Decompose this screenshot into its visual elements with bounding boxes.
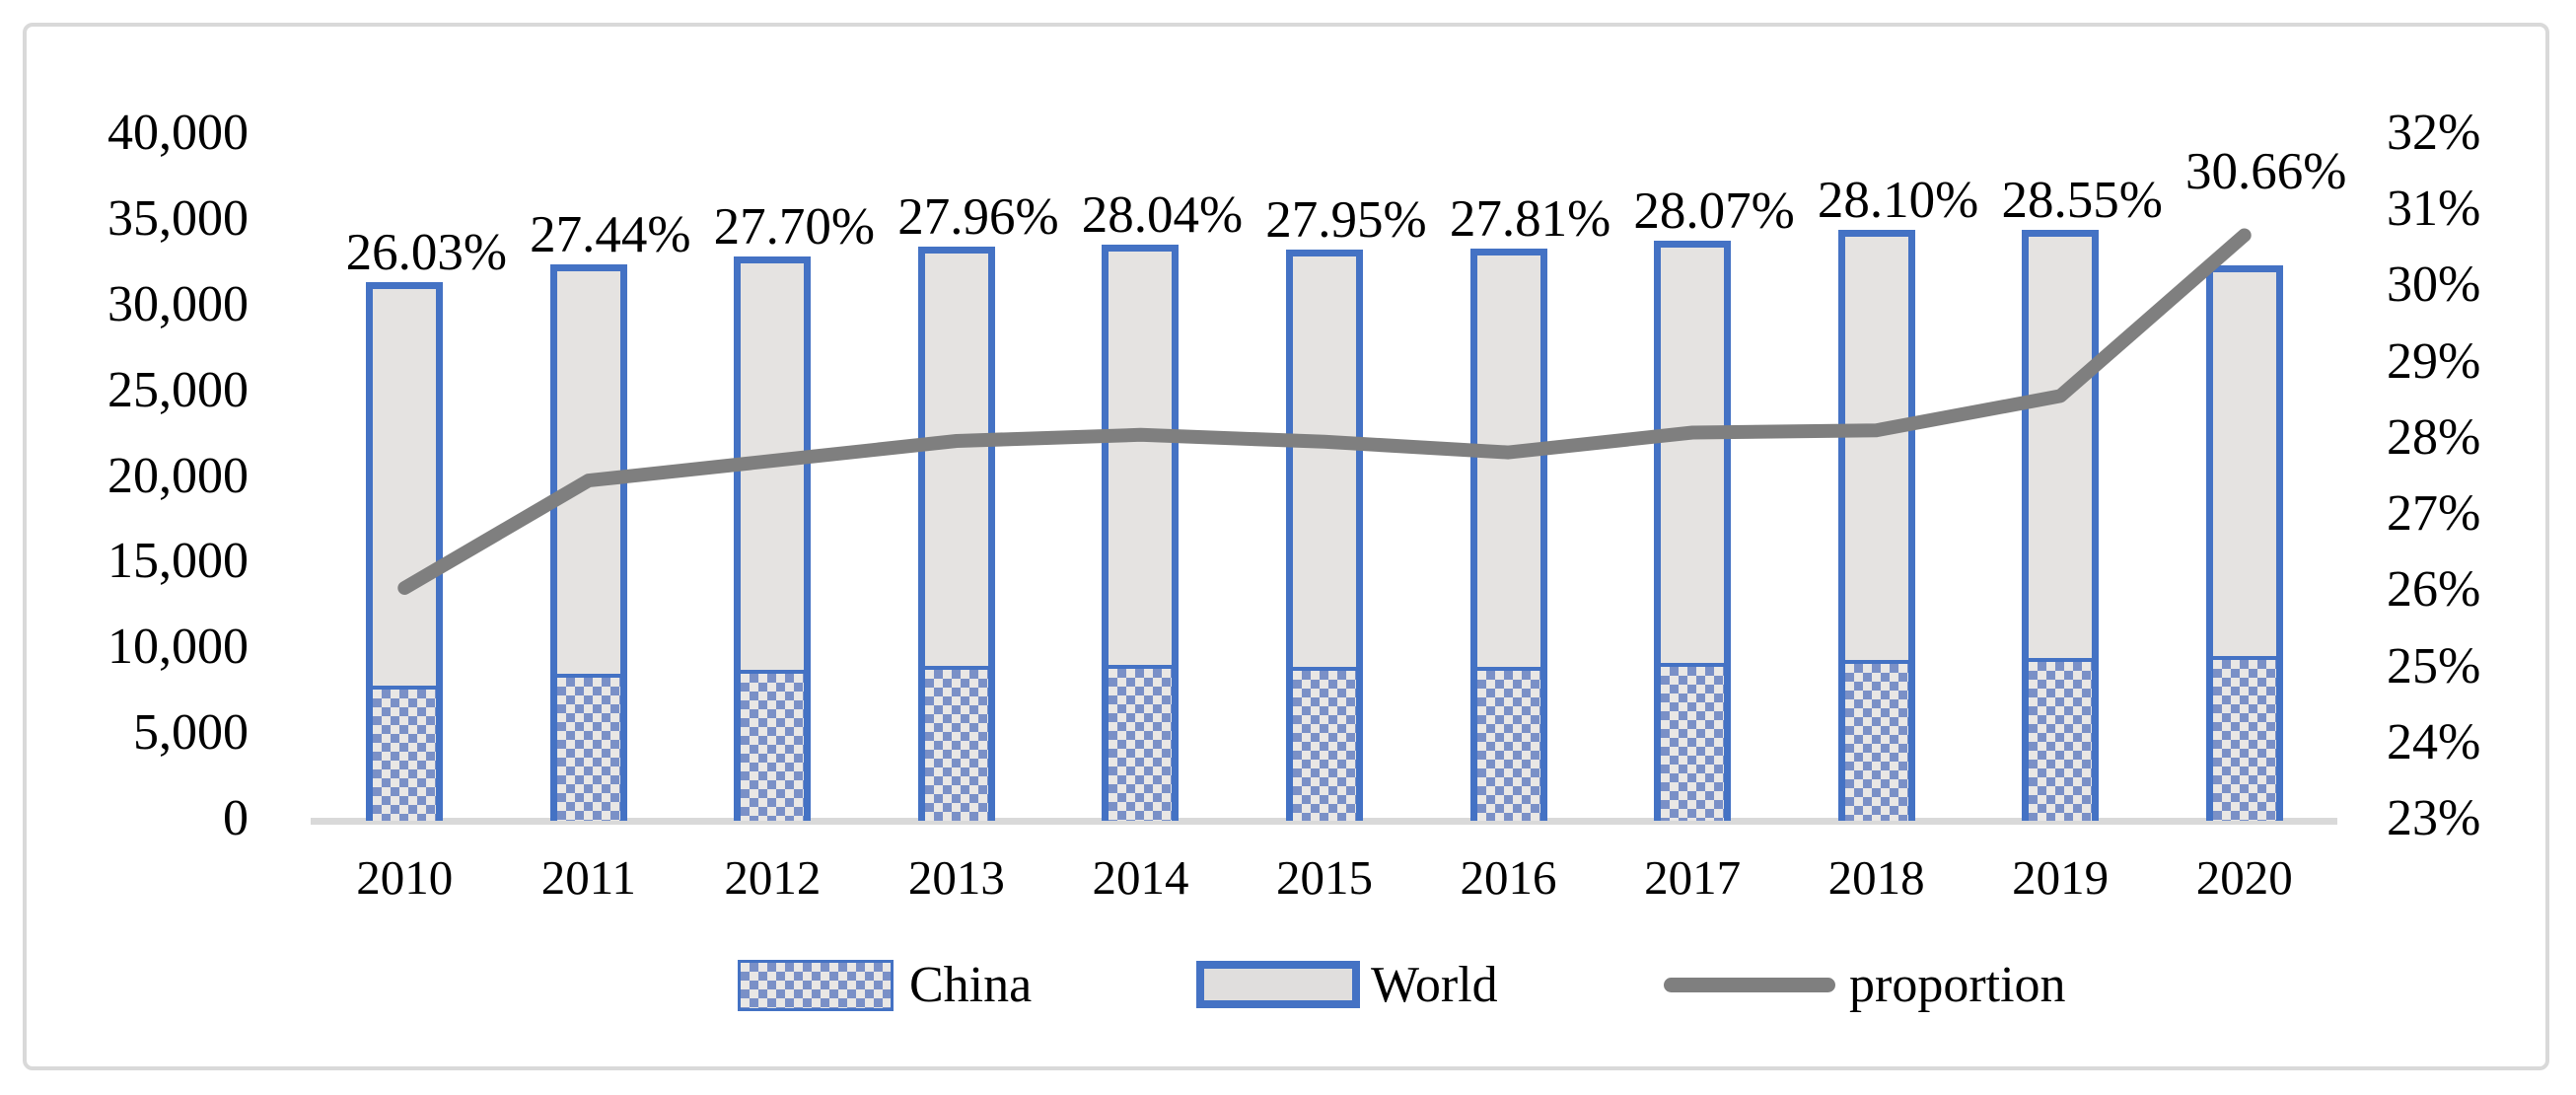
x-axis-year-label: 2019 (2012, 850, 2110, 905)
proportion-data-label: 26.03% (345, 224, 507, 282)
china-bar-segment (373, 686, 437, 821)
legend-swatch-proportion-line (1664, 978, 1835, 992)
world-bar (734, 256, 812, 821)
y-axis-left-tick: 10,000 (107, 619, 249, 676)
x-axis-year-label: 2015 (1276, 850, 1373, 905)
y-axis-right-tick: 32% (2387, 105, 2481, 161)
y-axis-left-tick: 5,000 (133, 704, 249, 762)
x-axis-line (311, 818, 2337, 825)
world-bar (1286, 249, 1363, 821)
proportion-data-label: 27.81% (1449, 189, 1611, 248)
proportion-data-label: 27.96% (897, 188, 1059, 247)
legend-label-world: World (1371, 957, 1498, 1013)
y-axis-right-tick: 31% (2387, 181, 2481, 238)
china-bar-segment (556, 673, 620, 821)
y-axis-right-tick: 30% (2387, 256, 2481, 314)
y-axis-right-tick: 26% (2387, 561, 2481, 619)
x-axis-year-label: 2013 (907, 850, 1005, 905)
legend-label-proportion: proportion (1849, 957, 2066, 1013)
china-bar-segment (1293, 666, 1356, 821)
y-axis-right-tick: 23% (2387, 790, 2481, 846)
proportion-data-label: 28.07% (1633, 182, 1795, 240)
y-axis-right-tick: 27% (2387, 485, 2481, 543)
proportion-data-label: 30.66% (2185, 143, 2347, 201)
proportion-data-label: 27.44% (530, 206, 691, 264)
y-axis-left-tick: 40,000 (107, 105, 249, 161)
world-bar (366, 282, 444, 821)
y-axis-right-tick: 28% (2387, 408, 2481, 466)
y-axis-left-tick: 20,000 (107, 447, 249, 504)
x-axis-year-label: 2011 (540, 850, 636, 905)
china-bar-segment (2029, 657, 2093, 821)
legend-label-china: China (909, 957, 1033, 1013)
proportion-data-label: 27.95% (1265, 190, 1427, 249)
china-bar-segment (1661, 663, 1725, 821)
proportion-data-label: 28.55% (2001, 172, 2163, 230)
world-bar (1837, 230, 1915, 821)
y-axis-left-tick: 25,000 (107, 361, 249, 418)
world-bar (917, 247, 995, 821)
legend-swatch-world (1196, 961, 1360, 1008)
y-axis-right-tick: 24% (2387, 713, 2481, 770)
legend-swatch-china (738, 960, 894, 1011)
china-bar-segment (1476, 667, 1540, 821)
china-bar-segment (2212, 656, 2276, 821)
y-axis-right-tick: 29% (2387, 332, 2481, 390)
y-axis-right-tick: 25% (2387, 637, 2481, 694)
x-axis-year-label: 2012 (724, 850, 822, 905)
y-axis-left-tick: 30,000 (107, 275, 249, 332)
y-axis-left-tick: 0 (223, 790, 249, 846)
x-axis-year-label: 2017 (1644, 850, 1742, 905)
proportion-data-label: 28.04% (1081, 185, 1244, 244)
proportion-data-label: 28.10% (1817, 172, 1979, 230)
china-bar-segment (741, 670, 805, 821)
y-axis-left-tick: 35,000 (107, 189, 249, 247)
world-bar (2205, 265, 2283, 821)
china-bar-segment (1109, 664, 1173, 821)
x-axis-year-label: 2014 (1092, 850, 1189, 905)
world-bar (549, 264, 627, 821)
x-axis-year-label: 2018 (1827, 850, 1925, 905)
world-bar (1654, 240, 1732, 821)
china-bar-segment (924, 665, 988, 821)
proportion-data-label: 27.70% (713, 197, 876, 256)
x-axis-year-label: 2016 (1460, 850, 1557, 905)
x-axis-year-label: 2020 (2195, 850, 2293, 905)
world-bar (2022, 230, 2100, 821)
x-axis-year-label: 2010 (356, 850, 454, 905)
y-axis-left-tick: 15,000 (107, 533, 249, 590)
world-bar (1102, 244, 1180, 821)
world-bar (1469, 248, 1547, 821)
china-bar-segment (1844, 660, 1908, 821)
